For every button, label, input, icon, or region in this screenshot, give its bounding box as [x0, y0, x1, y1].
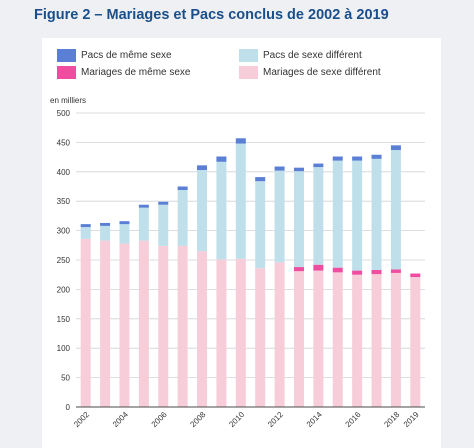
bar-2005-series-0 — [138, 240, 149, 407]
bar-2018-series-0 — [390, 272, 401, 407]
bar-2012-series-3 — [274, 166, 285, 171]
legend-swatch-pacs-sexe-different — [239, 49, 258, 62]
bar-2011-series-0 — [255, 268, 266, 407]
y-tick-label-250: 250 — [57, 256, 71, 265]
legend-label-mariages-meme-sexe: Mariages de même sexe — [81, 67, 191, 78]
bar-2004-series-2 — [119, 224, 130, 244]
bar-2016-series-2 — [352, 160, 363, 271]
bar-2014-series-0 — [313, 270, 324, 407]
bar-2006-series-3 — [158, 201, 169, 205]
x-tick-label-2016: 2016 — [344, 410, 363, 429]
bar-2013-series-0 — [293, 271, 304, 407]
bar-2003-series-3 — [100, 222, 111, 226]
bar-2017-series-1 — [371, 269, 382, 275]
legend-label-pacs-meme-sexe: Pacs de même sexe — [81, 50, 172, 61]
bar-2017-series-3 — [371, 154, 382, 159]
bar-2005-series-2 — [138, 207, 149, 241]
x-tick-label-2012: 2012 — [266, 410, 285, 429]
bar-2006-series-2 — [158, 204, 169, 246]
bar-2015-series-1 — [332, 267, 343, 273]
y-tick-label-50: 50 — [61, 374, 70, 383]
bar-2006-series-0 — [158, 245, 169, 407]
y-tick-label-350: 350 — [57, 197, 71, 206]
legend-swatch-mariages-meme-sexe — [57, 66, 76, 79]
bar-2016-series-0 — [352, 274, 363, 407]
x-tick-label-2018: 2018 — [382, 410, 401, 429]
y-tick-label-100: 100 — [57, 344, 71, 353]
bar-2004-series-3 — [119, 221, 130, 225]
bar-2013-series-3 — [293, 167, 304, 172]
bar-2004-series-0 — [119, 243, 130, 407]
x-tick-label-2014: 2014 — [305, 410, 324, 429]
bar-2015-series-3 — [332, 156, 343, 161]
x-tick-label-2010: 2010 — [227, 410, 246, 429]
bar-2005-series-3 — [138, 204, 149, 208]
bar-2017-series-0 — [371, 274, 382, 407]
y-tick-label-0: 0 — [66, 403, 71, 412]
bar-2015-series-0 — [332, 272, 343, 407]
bar-2008-series-3 — [197, 165, 208, 171]
bar-2009-series-0 — [216, 259, 227, 407]
legend-swatch-mariages-sexe-different — [239, 66, 258, 79]
bar-2002-series-2 — [80, 227, 91, 239]
bar-2018-series-2 — [390, 150, 401, 270]
bar-2007-series-2 — [177, 190, 188, 246]
bar-2019-series-0 — [410, 277, 421, 407]
bar-2011-series-2 — [255, 181, 266, 269]
bar-2015-series-2 — [332, 160, 343, 268]
stacked-bar-chart: en milliers 0 50 100 150 200 250 300 350 400 450 50… — [50, 96, 425, 429]
bar-2003-series-2 — [100, 225, 111, 241]
bar-2014-series-3 — [313, 163, 324, 168]
y-tick-label-400: 400 — [57, 168, 71, 177]
bar-2003-series-0 — [100, 240, 111, 407]
bar-2012-series-0 — [274, 262, 285, 407]
bar-2016-series-1 — [352, 270, 363, 275]
bar-2008-series-2 — [197, 170, 208, 252]
legend-label-mariages-sexe-different: Mariages de sexe différent — [263, 67, 381, 78]
bar-2019-series-1 — [410, 273, 421, 278]
bar-2010-series-3 — [235, 138, 246, 144]
bar-2010-series-0 — [235, 258, 246, 407]
bar-2007-series-0 — [177, 245, 188, 407]
bar-2016-series-3 — [352, 156, 363, 161]
bar-2002-series-0 — [80, 238, 91, 407]
y-tick-label-200: 200 — [57, 285, 71, 294]
y-tick-label-500: 500 — [57, 109, 71, 118]
y-tick-label-450: 450 — [57, 138, 71, 147]
bar-2014-series-2 — [313, 167, 324, 265]
y-axis-label: en milliers — [50, 96, 86, 105]
bar-2018-series-1 — [390, 269, 401, 273]
x-tick-label-2008: 2008 — [188, 410, 207, 429]
bar-2011-series-3 — [255, 177, 266, 182]
bar-2018-series-3 — [390, 145, 401, 151]
chart-card: Pacs de même sexe Pacs de sexe différent… — [42, 38, 441, 448]
bar-2013-series-1 — [293, 267, 304, 272]
bar-2002-series-3 — [80, 224, 91, 228]
bar-2012-series-2 — [274, 170, 285, 263]
y-tick-label-150: 150 — [57, 315, 71, 324]
bar-2007-series-3 — [177, 186, 188, 191]
x-tick-label-2006: 2006 — [150, 410, 169, 429]
legend-label-pacs-sexe-different: Pacs de sexe différent — [263, 50, 362, 61]
bar-2008-series-0 — [197, 251, 208, 407]
legend-swatch-pacs-meme-sexe — [57, 49, 76, 62]
x-tick-label-2004: 2004 — [111, 410, 130, 429]
x-tick-label-2019: 2019 — [402, 410, 421, 429]
y-tick-label-300: 300 — [57, 227, 71, 236]
bar-2009-series-2 — [216, 161, 227, 260]
x-tick-label-2002: 2002 — [72, 410, 91, 429]
bar-2017-series-2 — [371, 158, 382, 270]
bar-2014-series-1 — [313, 264, 324, 271]
bar-2009-series-3 — [216, 156, 227, 162]
bar-2013-series-2 — [293, 171, 304, 268]
bar-2010-series-2 — [235, 143, 246, 259]
chart-title: Figure 2 – Mariages et Pacs conclus de 2… — [34, 7, 389, 23]
